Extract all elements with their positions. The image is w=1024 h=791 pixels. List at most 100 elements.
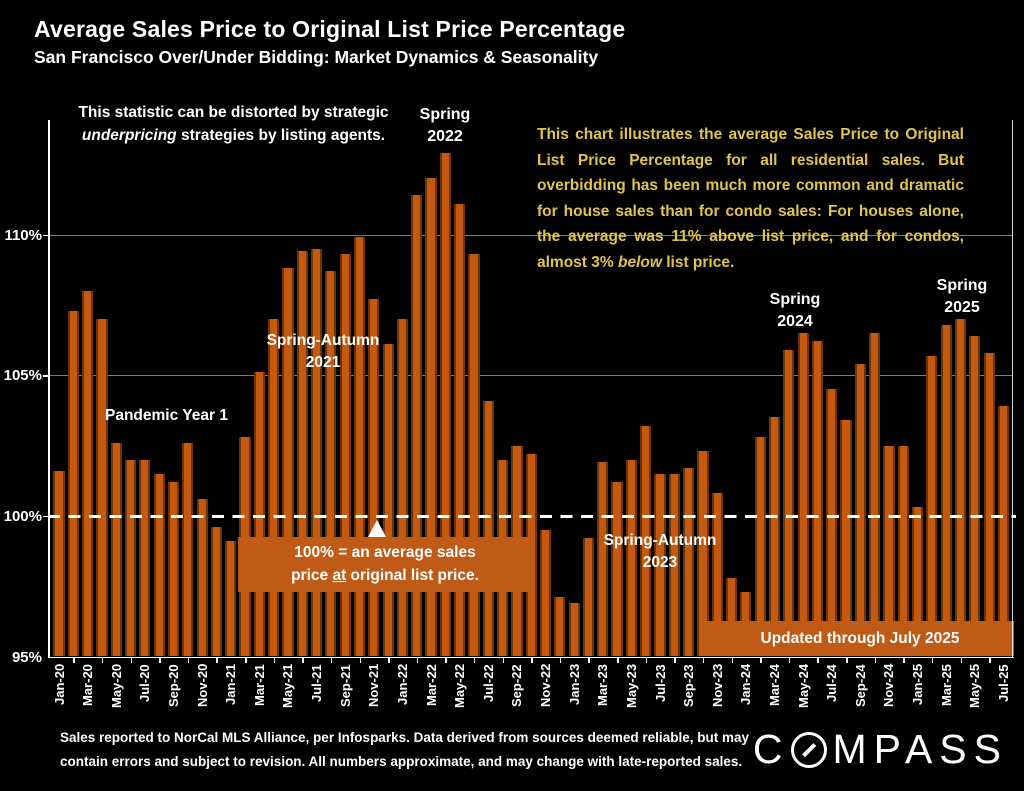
y-axis-tick	[43, 375, 48, 377]
x-axis-tick	[502, 658, 505, 663]
bar	[339, 254, 351, 657]
bar	[954, 318, 967, 657]
gridline	[48, 375, 1012, 377]
x-axis-label: Jan-24	[738, 664, 754, 706]
x-axis-label: Jul-24	[824, 664, 840, 702]
x-axis-label: Nov-22	[538, 664, 554, 708]
label-spring-2022: Spring 2022	[400, 104, 490, 148]
x-axis-tick	[903, 658, 905, 663]
x-axis-tick	[731, 658, 734, 663]
x-axis-tick	[674, 658, 676, 663]
x-axis-label: Jan-22	[394, 664, 410, 706]
bar	[439, 152, 451, 657]
x-axis-tick	[817, 658, 819, 663]
x-axis-tick	[531, 658, 533, 663]
bar	[983, 352, 995, 657]
bar	[396, 318, 409, 657]
x-axis-label: Mar-25	[938, 664, 954, 706]
bar	[625, 459, 637, 657]
x-axis-label: Jan-21	[223, 664, 239, 706]
compass-needle-icon	[801, 742, 816, 757]
y-axis-tick	[43, 515, 48, 518]
bar	[353, 237, 366, 657]
bar	[568, 603, 580, 657]
x-axis-tick	[388, 658, 390, 663]
bar	[282, 268, 294, 657]
label-spring-autumn-2021: Spring-Autumn 2021	[243, 330, 403, 374]
bar	[268, 318, 280, 657]
x-axis-tick	[645, 658, 648, 663]
x-axis-label: Nov-24	[881, 664, 897, 708]
bar	[912, 507, 924, 657]
bar	[668, 473, 680, 657]
x-axis-label: Mar-20	[80, 664, 96, 706]
y-axis-tick	[43, 234, 48, 237]
callout-pointer-triangle	[368, 520, 386, 537]
x-axis-label: May-21	[280, 664, 296, 709]
bar	[854, 363, 866, 657]
x-axis-tick	[874, 658, 877, 663]
x-axis-label: Sep-22	[509, 664, 525, 707]
spring-2022-line2: 2022	[427, 128, 463, 145]
y-axis-label: 105%	[3, 367, 42, 385]
compass-o-icon	[790, 731, 827, 768]
compass-logo: C MPASS	[753, 726, 1008, 773]
x-axis-label: Jul-25	[995, 664, 1011, 702]
bar	[225, 541, 237, 657]
x-axis-tick	[989, 658, 991, 663]
x-axis-label: Jan-23	[566, 664, 582, 706]
x-axis-tick	[159, 658, 161, 663]
logo-text-mpass: MPASS	[832, 726, 1008, 772]
x-axis-label: May-23	[623, 664, 639, 709]
bar	[940, 324, 952, 657]
commentary-italic: below	[617, 253, 662, 271]
x-axis-label: Mar-24	[767, 664, 782, 706]
commentary-pre: This chart illustrates the average Sales…	[537, 126, 964, 271]
x-axis-tick	[473, 658, 476, 663]
bar	[53, 470, 65, 657]
x-axis-tick	[931, 658, 934, 663]
bar	[382, 344, 394, 657]
bar	[468, 254, 480, 657]
commentary-note: This chart illustrates the average Sales…	[537, 122, 964, 276]
bar	[554, 597, 566, 657]
x-axis-label: Mar-23	[595, 664, 611, 706]
bar	[711, 493, 723, 657]
y-axis-label: 110%	[4, 226, 42, 244]
distortion-note-line1: This statistic can be distorted by strat…	[78, 104, 389, 121]
x-axis-label: May-25	[967, 664, 983, 709]
spring-2024-line1: Spring	[769, 291, 821, 308]
y-axis-label: 100%	[3, 507, 42, 525]
bar	[611, 482, 623, 657]
sa-2023-line1: Spring-Autumn	[603, 532, 717, 549]
x-axis-label: Mar-22	[423, 664, 439, 706]
bar	[883, 445, 895, 657]
x-axis-label: Nov-23	[709, 664, 725, 708]
bar	[754, 437, 766, 657]
bar	[67, 310, 79, 657]
distortion-note-rest: strategies by listing agents.	[176, 127, 386, 144]
x-axis-label: Nov-21	[366, 664, 382, 708]
x-axis-label: Jan-25	[910, 664, 926, 706]
bar	[482, 400, 494, 657]
x-axis-label: May-24	[795, 664, 811, 709]
bar	[582, 538, 595, 657]
bar	[768, 417, 781, 657]
label-spring-autumn-2023: Spring-Autumn 2023	[580, 530, 740, 574]
x-axis-tick	[273, 658, 276, 663]
bar	[926, 355, 938, 657]
x-axis-label: Sep-20	[165, 664, 181, 707]
x-axis-tick	[130, 658, 133, 663]
x-axis-tick	[788, 658, 791, 663]
label-spring-2025: Spring 2025	[922, 275, 1002, 319]
distortion-note: This statistic can be distorted by strat…	[61, 101, 406, 147]
sa-2023-line2: 2023	[642, 554, 678, 571]
bar	[182, 442, 194, 657]
x-axis-tick	[359, 658, 361, 663]
x-axis-label: May-22	[452, 664, 468, 709]
x-axis-tick	[73, 658, 75, 663]
bar	[210, 527, 222, 657]
reference-line-100pct	[48, 515, 1016, 519]
bar	[124, 459, 137, 657]
